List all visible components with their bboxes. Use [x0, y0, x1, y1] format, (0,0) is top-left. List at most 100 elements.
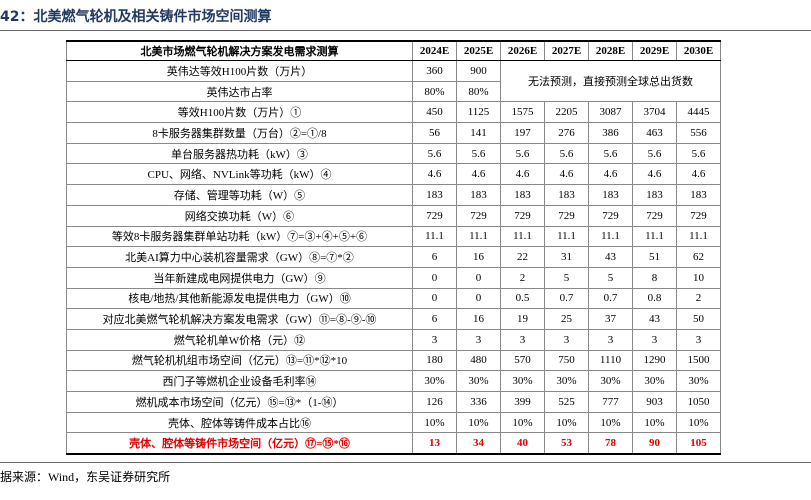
- cell: 30%: [588, 370, 633, 392]
- row: 燃气轮机单W价格（元）⑫ 3 3 3 3 3 3 3: [66, 328, 721, 351]
- header-cell: 2024E: [412, 40, 457, 61]
- cell: 11.1: [456, 225, 501, 248]
- cell: 4.6: [588, 163, 633, 186]
- cell: 3704: [632, 101, 677, 124]
- cell: 183: [500, 184, 545, 206]
- cell: 10%: [544, 411, 589, 434]
- row: 燃机成本市场空间（亿元）⑮=⑬*（1-⑭） 126 336 399 525 777 903 1…: [66, 391, 721, 413]
- cell: 80%: [412, 80, 457, 103]
- merged-note: 无法预测，直接预测全球总出货数: [500, 59, 721, 103]
- row: 对应北美燃气轮机解决方案发电需求（GW）⑪=⑧-⑨-⑩ 6 16 19 25 37 43 50: [66, 308, 721, 330]
- cell: 80%: [456, 80, 501, 103]
- cell: 5.6: [412, 142, 457, 165]
- cell: 750: [544, 349, 589, 372]
- row-label: 单台服务器热功耗（kW）③: [66, 142, 413, 165]
- cell: 4.6: [412, 163, 457, 186]
- cell: 5.6: [544, 142, 589, 165]
- cell: 1575: [500, 101, 545, 124]
- row: 英伟达市占率 80% 80%: [66, 80, 721, 103]
- cell: 4.6: [500, 163, 545, 186]
- cell: 1110: [588, 349, 633, 372]
- cell: 34: [456, 432, 501, 456]
- cell: 10%: [676, 411, 721, 434]
- row: 壳体、腔体等铸件市场空间（亿元）⑰=⑮*⑯ 13 34 40 53 78 90 105: [66, 432, 721, 456]
- row: 当年新建成电网提供电力（GW）⑨ 0 0 2 5 5 8 10: [66, 266, 721, 289]
- cell: 16: [456, 308, 501, 330]
- row-label: 西门子等燃机企业设备毛利率⑭: [66, 370, 413, 392]
- cell: 43: [632, 308, 677, 330]
- header-cell: 2029E: [632, 40, 677, 61]
- cell: 4.6: [632, 163, 677, 186]
- source: 据来源：Wind，东吴证券研究所: [0, 470, 171, 484]
- row-label: 燃气轮机机组市场空间（亿元）⑬=⑪*⑫*10: [66, 349, 413, 372]
- cell: 56: [412, 122, 457, 144]
- cell: 2: [676, 287, 721, 310]
- cell: 4.6: [676, 163, 721, 186]
- cell: 570: [500, 349, 545, 372]
- cell: 6: [412, 246, 457, 268]
- row: 核电/地热/其他新能源发电提供电力（GW）⑩ 0 0 0.5 0.7 0.7 0.8 2: [66, 287, 721, 310]
- row-label: 核电/地热/其他新能源发电提供电力（GW）⑩: [66, 287, 413, 310]
- header-cell: 2028E: [588, 40, 633, 61]
- header-cell: 2026E: [500, 40, 545, 61]
- row: 壳体、腔体等铸件成本占比⑯ 10% 10% 10% 10% 10% 10% 10%: [66, 411, 721, 434]
- cell: 4445: [676, 101, 721, 124]
- cell: 729: [412, 204, 457, 227]
- cell: 31: [544, 246, 589, 268]
- cell: 3: [412, 328, 457, 351]
- cell: 183: [588, 184, 633, 206]
- cell: 10%: [456, 411, 501, 434]
- cell: 30%: [500, 370, 545, 392]
- cell: 386: [588, 122, 633, 144]
- cell: 183: [632, 184, 677, 206]
- row-label: 燃气轮机单W价格（元）⑫: [66, 328, 413, 351]
- cell: 30%: [632, 370, 677, 392]
- row: 北美AI算力中心装机容量需求（GW）⑧=⑦*② 6 16 22 31 43 51 62: [66, 246, 721, 268]
- cell: 10%: [412, 411, 457, 434]
- row: 燃气轮机机组市场空间（亿元）⑬=⑪*⑫*10 180 480 570 750 1110 12…: [66, 349, 721, 372]
- cell: 3: [456, 328, 501, 351]
- cell: 463: [632, 122, 677, 144]
- cell: 19: [500, 308, 545, 330]
- cell: 183: [544, 184, 589, 206]
- cell: 105: [676, 432, 721, 456]
- cell: 78: [588, 432, 633, 456]
- row-label: 英伟达等效H100片数（万片）: [66, 60, 413, 82]
- cell: 399: [500, 391, 545, 413]
- cell: 3: [500, 328, 545, 351]
- cell: 0.8: [632, 287, 677, 310]
- cell: 3: [588, 328, 633, 351]
- cell: 11.1: [676, 225, 721, 248]
- row: 存储、管理等功耗（W）⑤ 183 183 183 183 183 183 183: [66, 184, 721, 206]
- cell: 22: [500, 246, 545, 268]
- row: 8卡服务器集群数量（万台）②=①/8 56 141 197 276 386 463 556: [66, 122, 721, 144]
- cell: 141: [456, 122, 501, 144]
- rule: [0, 30, 811, 31]
- cell: 90: [632, 432, 677, 456]
- cell: 3087: [588, 101, 633, 124]
- cell: 10%: [632, 411, 677, 434]
- cell: 4.6: [544, 163, 589, 186]
- cell: 8: [632, 266, 677, 289]
- cell: 276: [544, 122, 589, 144]
- row-label: 壳体、腔体等铸件市场空间（亿元）⑰=⑮*⑯: [66, 432, 413, 456]
- cell: 5.6: [676, 142, 721, 165]
- cell: 1125: [456, 101, 501, 124]
- cell: 16: [456, 246, 501, 268]
- cell: 777: [588, 391, 633, 413]
- cell: 903: [632, 391, 677, 413]
- cell: 5.6: [500, 142, 545, 165]
- cell: 183: [412, 184, 457, 206]
- row: 西门子等燃机企业设备毛利率⑭ 30% 30% 30% 30% 30% 30% 30%: [66, 370, 721, 392]
- row-label: CPU、网络、NVLink等功耗（kW）④: [66, 163, 413, 186]
- cell: 30%: [676, 370, 721, 392]
- row-label: 存储、管理等功耗（W）⑤: [66, 184, 413, 206]
- cell: 50: [676, 308, 721, 330]
- cell: 0.5: [500, 287, 545, 310]
- cell: 6: [412, 308, 457, 330]
- row: 网络交换功耗（W）⑥ 729 729 729 729 729 729 729: [66, 204, 721, 227]
- cell: 1050: [676, 391, 721, 413]
- cell: 126: [412, 391, 457, 413]
- cell: 10: [676, 266, 721, 289]
- cell: 1290: [632, 349, 677, 372]
